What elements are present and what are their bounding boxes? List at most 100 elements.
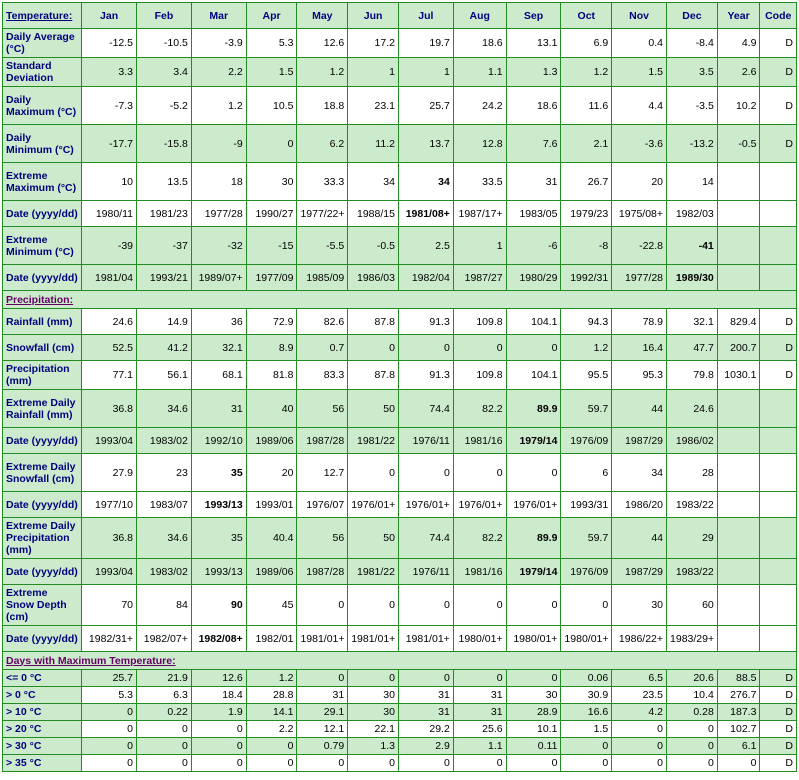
cell: 20: [246, 454, 297, 492]
cell: 3.4: [137, 58, 192, 87]
cell: 0: [191, 721, 246, 738]
row-label: Date (yyyy/dd): [3, 201, 82, 227]
cell: 28.9: [506, 704, 561, 721]
col-may: May: [297, 3, 348, 29]
cell: -39: [82, 227, 137, 265]
cell: 109.8: [453, 361, 506, 390]
section-link[interactable]: Precipitation:: [6, 294, 73, 306]
cell: 0.06: [561, 670, 612, 687]
cell: D: [760, 309, 797, 335]
cell: 1992/10: [191, 428, 246, 454]
cell: -8: [561, 227, 612, 265]
table-row: Extreme Daily Precipitation (mm)36.834.6…: [3, 518, 797, 559]
cell: 1993/01: [246, 492, 297, 518]
cell: 0.79: [297, 738, 348, 755]
cell: 1.5: [561, 721, 612, 738]
cell: D: [760, 58, 797, 87]
row-label: Extreme Minimum (°C): [3, 227, 82, 265]
cell: 1989/06: [246, 559, 297, 585]
cell: 0: [506, 335, 561, 361]
cell: 24.6: [667, 390, 718, 428]
cell: 1981/08+: [398, 201, 453, 227]
cell: 0: [297, 585, 348, 626]
cell: 1.5: [612, 58, 667, 87]
cell: 1977/22+: [297, 201, 348, 227]
cell: [760, 518, 797, 559]
row-label: Snowfall (cm): [3, 335, 82, 361]
cell: 91.3: [398, 309, 453, 335]
cell: 1977/09: [246, 265, 297, 291]
cell: 0: [453, 755, 506, 772]
cell: -15.8: [137, 125, 192, 163]
cell: 0: [191, 755, 246, 772]
cell: 5.3: [246, 29, 297, 58]
cell: 34.6: [137, 518, 192, 559]
cell: 1987/17+: [453, 201, 506, 227]
cell: 4.4: [612, 87, 667, 125]
cell: -0.5: [348, 227, 399, 265]
cell: 1981/23: [137, 201, 192, 227]
cell: 0: [717, 755, 760, 772]
cell: 276.7: [717, 687, 760, 704]
cell: 0: [561, 755, 612, 772]
row-label: Date (yyyy/dd): [3, 265, 82, 291]
row-label: > 35 °C: [3, 755, 82, 772]
cell: 1975/08+: [612, 201, 667, 227]
cell: 56.1: [137, 361, 192, 390]
cell: 1982/01: [246, 626, 297, 652]
cell: 1982/04: [398, 265, 453, 291]
cell: 1987/27: [453, 265, 506, 291]
cell: 1986/20: [612, 492, 667, 518]
row-label: Date (yyyy/dd): [3, 559, 82, 585]
cell: 0: [348, 335, 399, 361]
cell: 1990/27: [246, 201, 297, 227]
cell: 1982/08+: [191, 626, 246, 652]
cell: 32.1: [667, 309, 718, 335]
cell: 56: [297, 390, 348, 428]
row-label: Extreme Daily Rainfall (mm): [3, 390, 82, 428]
cell: -3.6: [612, 125, 667, 163]
cell: 13.7: [398, 125, 453, 163]
cell: 2.5: [398, 227, 453, 265]
cell: 30: [246, 163, 297, 201]
cell: [717, 390, 760, 428]
cell: 1989/30: [667, 265, 718, 291]
cell: 1.2: [561, 58, 612, 87]
cell: 4.2: [612, 704, 667, 721]
cell: 33.3: [297, 163, 348, 201]
cell: 84: [137, 585, 192, 626]
cell: 56: [297, 518, 348, 559]
cell: 34: [348, 163, 399, 201]
temperature-link[interactable]: Temperature:: [6, 10, 72, 22]
cell: 1979/14: [506, 428, 561, 454]
cell: 0: [561, 738, 612, 755]
cell: -41: [667, 227, 718, 265]
cell: -3.9: [191, 29, 246, 58]
cell: -5.5: [297, 227, 348, 265]
cell: 2.2: [191, 58, 246, 87]
cell: 30: [348, 704, 399, 721]
cell: 81.8: [246, 361, 297, 390]
cell: 14.9: [137, 309, 192, 335]
cell: 1.1: [453, 58, 506, 87]
section-days-max-temp: Days with Maximum Temperature:: [3, 652, 797, 670]
cell: 25.6: [453, 721, 506, 738]
cell: 6.2: [297, 125, 348, 163]
cell: -15: [246, 227, 297, 265]
cell: 1982/03: [667, 201, 718, 227]
cell: 0: [137, 755, 192, 772]
col-year: Year: [717, 3, 760, 29]
cell: 91.3: [398, 361, 453, 390]
cell: 12.1: [297, 721, 348, 738]
cell: 0: [667, 755, 718, 772]
cell: 11.2: [348, 125, 399, 163]
cell: 8.9: [246, 335, 297, 361]
row-label: > 0 °C: [3, 687, 82, 704]
cell: 23.1: [348, 87, 399, 125]
section-link[interactable]: Days with Maximum Temperature:: [6, 655, 176, 667]
cell: 23: [137, 454, 192, 492]
cell: 0.22: [137, 704, 192, 721]
cell: 17.2: [348, 29, 399, 58]
cell: 0: [506, 755, 561, 772]
table-row: Date (yyyy/dd)1982/31+1982/07+1982/08+19…: [3, 626, 797, 652]
